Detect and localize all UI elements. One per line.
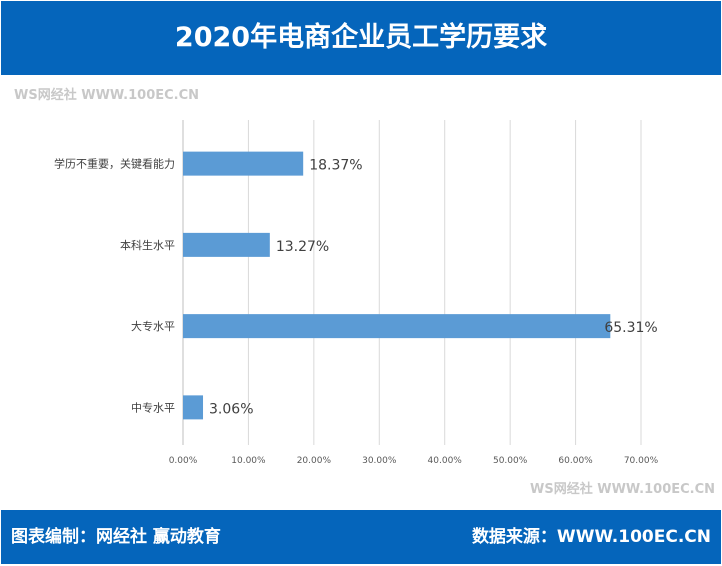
x-tick-label: 70.00% (624, 456, 659, 466)
bar (183, 314, 611, 339)
chart-title: 2020年电商企业员工学历要求 (1, 1, 721, 75)
footer-source: 数据来源：WWW.100EC.CN (471, 527, 711, 547)
x-tick-label: 50.00% (493, 456, 528, 466)
watermark-logo: WS网经社 WWW.100EC.CN (14, 88, 200, 103)
x-tick-label: 40.00% (428, 456, 463, 466)
footer: 图表编制：网经社 赢动教育 数据来源：WWW.100EC.CN (1, 510, 721, 564)
bar (183, 151, 304, 176)
bar (183, 232, 270, 257)
x-tick-label: 60.00% (558, 456, 593, 466)
data-label: 13.27% (276, 239, 329, 255)
data-label: 3.06% (209, 401, 253, 417)
data-label: 18.37% (309, 158, 362, 174)
category-label: 学历不重要，关键看能力 (54, 157, 175, 171)
category-label: 本科生水平 (120, 238, 175, 252)
x-tick-label: 30.00% (362, 456, 397, 466)
watermark-logo: WS网经社 WWW.100EC.CN (530, 482, 716, 497)
footer-credit: 图表编制：网经社 赢动教育 (11, 527, 221, 547)
x-tick-label: 0.00% (169, 456, 198, 466)
data-label: 65.31% (604, 320, 657, 336)
x-tick-label: 10.00% (231, 456, 266, 466)
category-label: 中专水平 (131, 400, 175, 414)
bar (183, 395, 204, 420)
category-label: 大专水平 (131, 319, 175, 333)
x-tick-label: 20.00% (297, 456, 332, 466)
